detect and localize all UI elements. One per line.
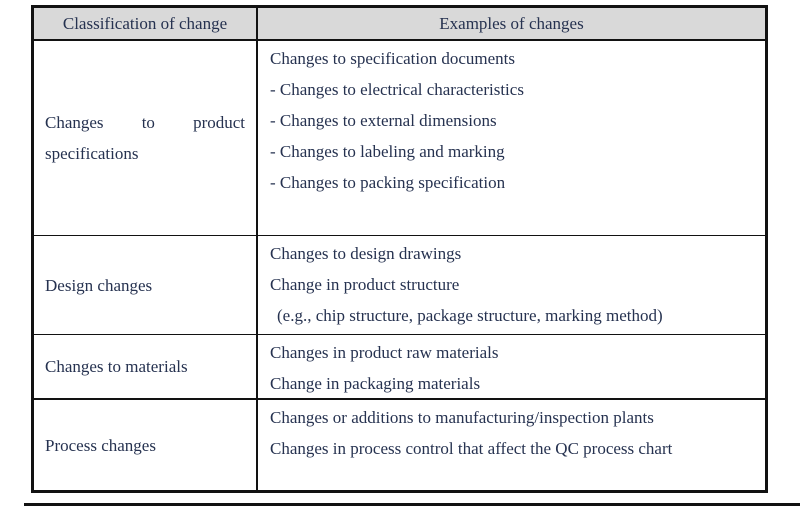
classification-cell-product-specifications: Changes to product specifications	[34, 39, 258, 235]
page-bottom-rule	[24, 503, 800, 506]
classification-label: Design changes	[45, 275, 153, 295]
example-line: - Changes to external dimensions	[270, 111, 497, 130]
column-header-examples: Examples of changes	[258, 8, 765, 39]
example-line: Changes to design drawings	[270, 244, 462, 263]
examples-cell-product-specifications: Changes to specification documents - Cha…	[258, 39, 765, 235]
example-line: Changes in process control that affect t…	[270, 439, 673, 458]
classification-label: Process changes	[45, 435, 156, 455]
example-line: Change in product structure	[270, 275, 460, 294]
example-line: Change in packaging materials	[270, 374, 481, 393]
column-header-classification: Classification of change	[34, 8, 258, 39]
example-line: - Changes to electrical characteristics	[270, 80, 524, 99]
examples-cell-materials: Changes in product raw materials Change …	[258, 334, 765, 398]
example-line: (e.g., chip structure, package structure…	[277, 306, 663, 325]
examples-cell-process-changes: Changes or additions to manufacturing/in…	[258, 398, 765, 490]
example-line: Changes or additions to manufacturing/in…	[270, 408, 654, 427]
examples-cell-design-changes: Changes to design drawings Change in pro…	[258, 235, 765, 334]
change-classification-table: Classification of change Examples of cha…	[31, 5, 768, 493]
example-line: - Changes to labeling and marking	[270, 142, 505, 161]
classification-cell-materials: Changes to materials	[34, 334, 258, 398]
classification-cell-design-changes: Design changes	[34, 235, 258, 334]
classification-cell-process-changes: Process changes	[34, 398, 258, 490]
example-line: Changes to specification documents	[270, 49, 516, 68]
classification-label: Changes to materials	[45, 357, 188, 376]
example-line: Changes in product raw materials	[270, 343, 499, 362]
example-line: - Changes to packing specification	[270, 173, 506, 192]
classification-label: Changes to product specifications	[45, 113, 245, 163]
